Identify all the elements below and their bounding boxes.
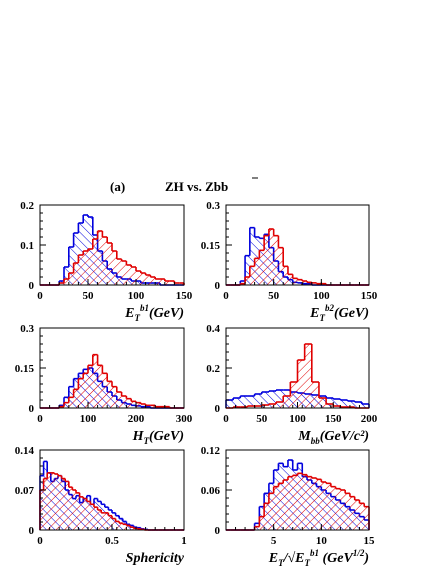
x-tick-label: 10 (316, 535, 328, 547)
histogram-fill-red (40, 231, 184, 285)
x-tick-label: 150 (361, 290, 378, 302)
x-axis-label: Mbb(GeV/c²) (297, 429, 369, 446)
title-bbar: b (221, 179, 228, 194)
y-tick-label: 0.3 (20, 323, 34, 335)
x-tick-label: 150 (325, 413, 342, 425)
y-tick-label: 0.12 (201, 445, 221, 457)
x-tick-label: 50 (268, 290, 280, 302)
y-tick-label: 0 (215, 403, 221, 415)
y-tick-label: 0 (29, 280, 35, 292)
histogram-fill-red (226, 473, 369, 530)
x-tick-label: 0 (223, 290, 229, 302)
x-tick-label: 1 (181, 535, 187, 547)
title-main: ZH vs. Zb (165, 179, 221, 194)
panel-sphericity: 0 0.07 0.14 0 0.5 1 Sphericity (15, 445, 187, 566)
x-axis-label: ET/√ETb1 (GeV1/2) (268, 548, 369, 568)
x-tick-label: 100 (289, 413, 306, 425)
x-tick-label: 5 (271, 535, 277, 547)
y-tick-label: 0 (29, 525, 35, 537)
histogram-fill-red (40, 472, 184, 530)
y-tick-label: 0.2 (20, 200, 34, 212)
y-tick-label: 0 (215, 280, 221, 292)
x-tick-label: 0.5 (105, 535, 119, 547)
x-tick-label: 0 (37, 535, 43, 547)
x-tick-label: 50 (83, 290, 95, 302)
x-tick-label: 0 (37, 413, 43, 425)
figure-title-text: ZH vs. Zbb (165, 179, 228, 194)
y-tick-label: 0.1 (20, 240, 34, 252)
series-red (40, 353, 184, 409)
y-tick-label: 0.15 (201, 240, 221, 252)
y-tick-label: 0.06 (201, 485, 221, 497)
x-tick-label: 15 (364, 535, 376, 547)
x-tick-label: 150 (176, 290, 193, 302)
histogram-fill-red (226, 229, 369, 285)
x-tick-label: 100 (128, 290, 145, 302)
histogram-fill-red (40, 354, 184, 408)
x-tick-label: 0 (37, 290, 43, 302)
x-axis-label: Sphericity (126, 551, 185, 566)
y-tick-label: 0.07 (15, 485, 35, 497)
x-axis-label: HT(GeV) (132, 429, 184, 446)
x-tick-label: 200 (361, 413, 378, 425)
y-tick-label: 0 (215, 525, 221, 537)
x-tick-label: 300 (176, 413, 193, 425)
x-tick-label: 100 (80, 413, 97, 425)
y-tick-label: 0.2 (206, 363, 220, 375)
panel-mbb: 0 0.2 0.4 0 50 100 150 200 Mbb(GeV/c²) (206, 323, 378, 446)
series-red (39, 472, 184, 531)
x-tick-label: 100 (313, 290, 330, 302)
x-axis-label: ETb1(GeV) (124, 303, 184, 323)
series-red (226, 472, 370, 531)
x-tick-label: 50 (256, 413, 268, 425)
y-tick-label: 0.14 (15, 445, 35, 457)
y-tick-label: 0.15 (15, 363, 35, 375)
series-red (40, 230, 185, 286)
panel-ht: 0 0.15 0.3 0 100 200 300 HT(GeV) (15, 323, 193, 446)
x-axis-label: ETb2(GeV) (309, 303, 369, 323)
y-tick-label: 0.4 (206, 323, 220, 335)
figure-title: (a) ZH vs. Zbb (110, 177, 258, 194)
x-tick-label: 200 (128, 413, 145, 425)
y-tick-label: 0.3 (206, 200, 220, 212)
figure-label: (a) (110, 179, 125, 194)
y-tick-label: 0 (29, 403, 35, 415)
x-tick-label: 0 (223, 413, 229, 425)
